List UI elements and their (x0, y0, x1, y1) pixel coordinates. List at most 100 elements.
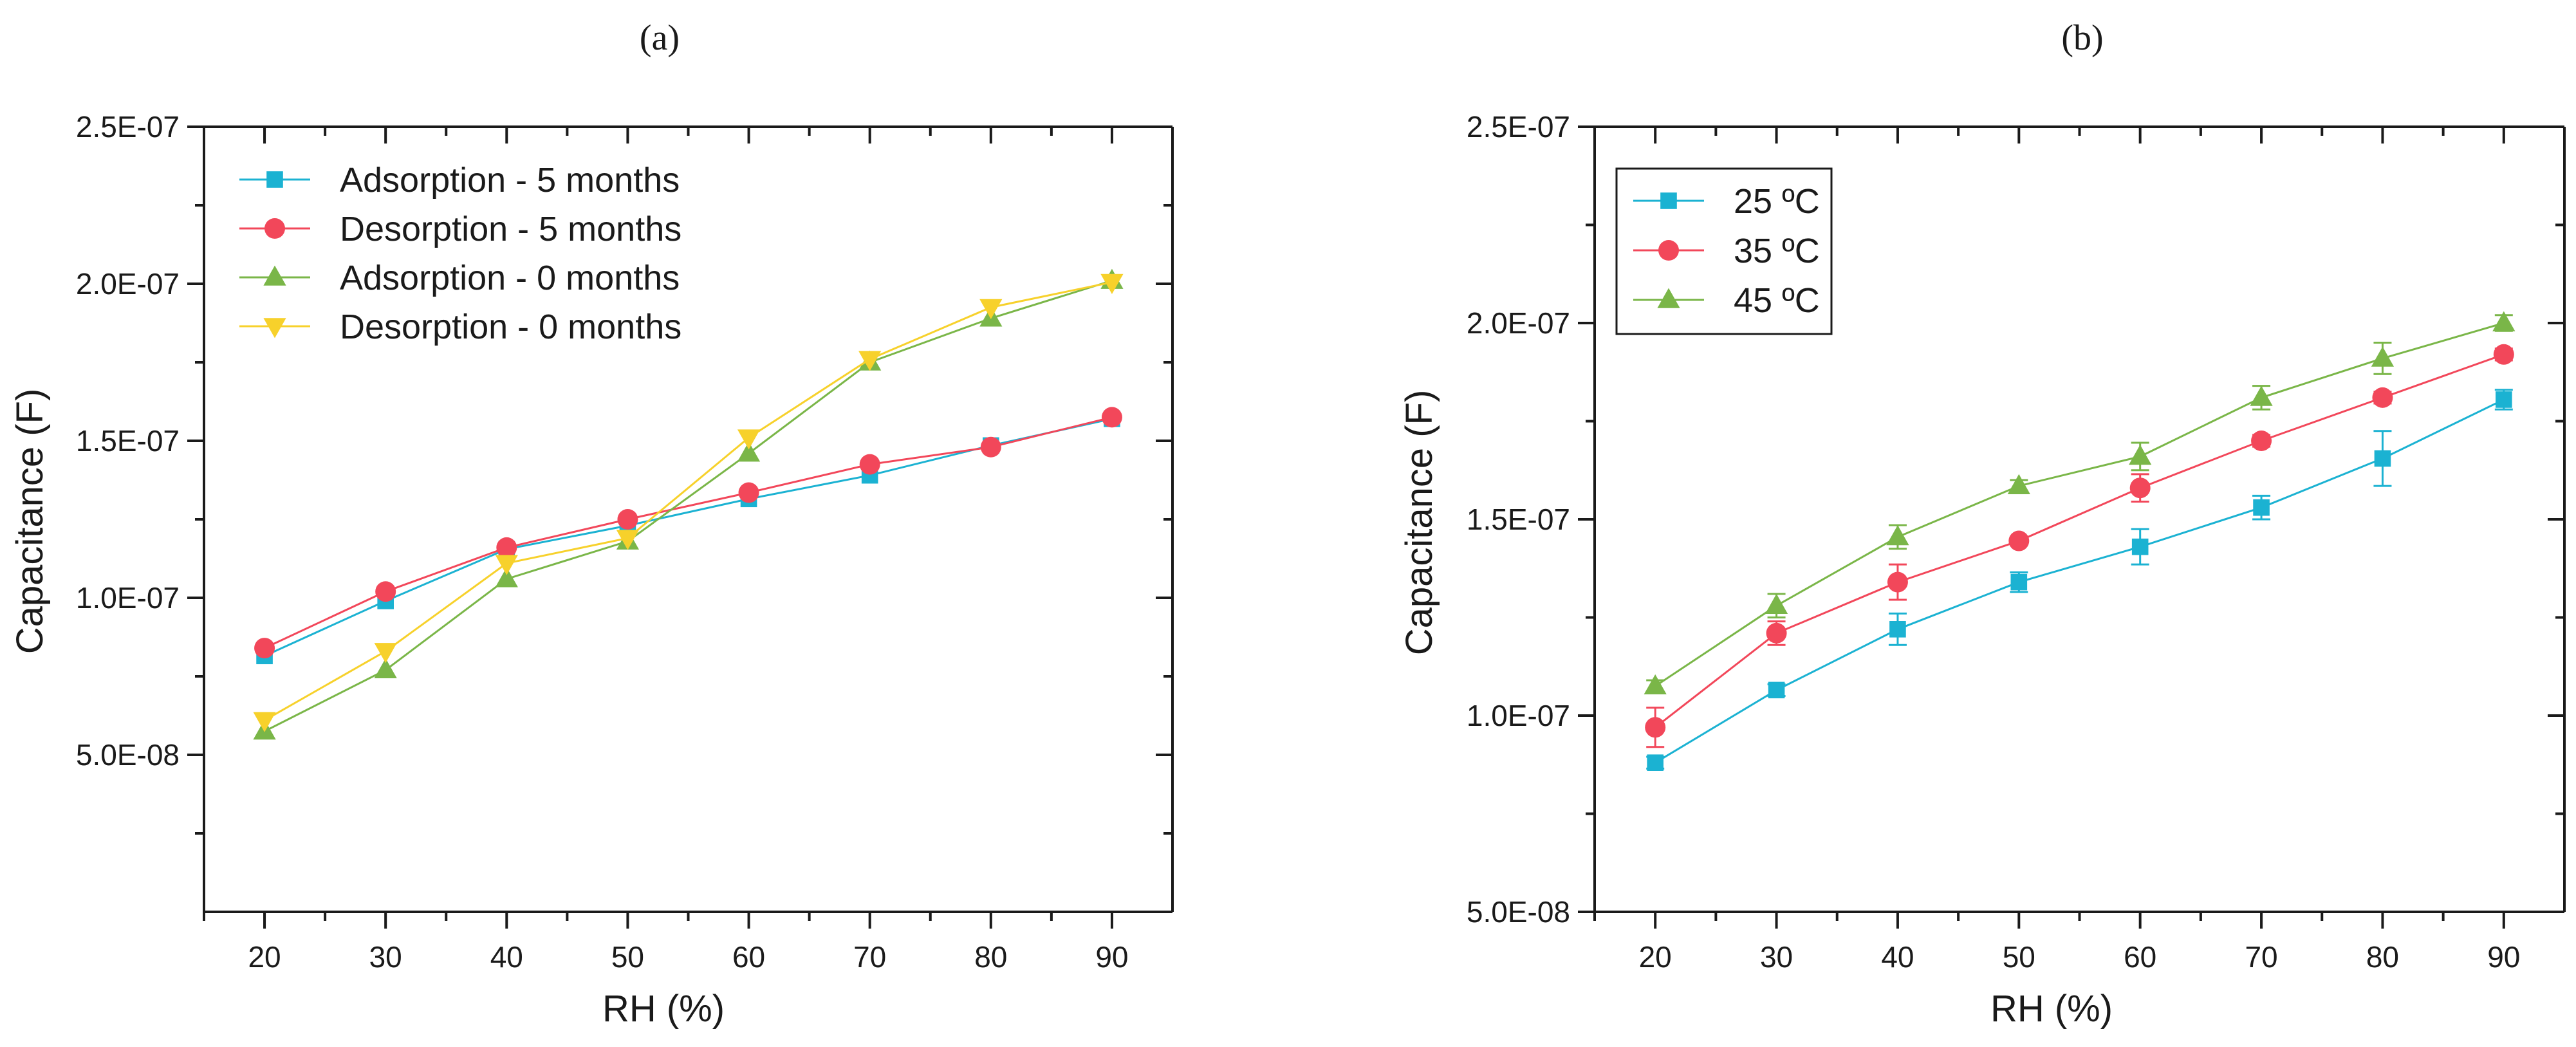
data-point (617, 509, 638, 530)
chart-panel-a: (a) 20 30 40 50 60 70 80 90 5.0E-08 1.0E-07 1.5E-0… (9, 18, 1174, 1030)
x-tick-label: 30 (1760, 940, 1793, 974)
data-point (1100, 273, 1124, 294)
x-tick-label: 80 (974, 940, 1007, 974)
y-tick-label: 2.0E-07 (76, 267, 180, 301)
panel-label-b: (b) (2061, 18, 2103, 58)
data-point (1644, 674, 1667, 695)
data-point (2492, 311, 2516, 331)
legend-marker (263, 318, 286, 338)
legend-label: 25 ºC (1734, 182, 1820, 221)
data-point (2250, 385, 2273, 406)
series-line (1654, 398, 2505, 764)
legend-item-4: Desorption - 0 months (239, 308, 681, 346)
data-point (496, 537, 517, 558)
data-point (616, 530, 640, 550)
data-point (2496, 391, 2512, 408)
data-point (495, 555, 518, 575)
data-point (2010, 573, 2028, 591)
data-point (2129, 477, 2151, 499)
data-point (374, 643, 397, 663)
x-tick-label: 40 (1881, 940, 1914, 974)
data-point (2374, 450, 2391, 467)
legend-item-2: Desorption - 5 months (239, 210, 681, 248)
x-tick-label: 60 (732, 940, 765, 974)
x-tick-label: 90 (2487, 940, 2520, 974)
series-line (1654, 353, 2505, 728)
x-tick-label: 30 (369, 940, 402, 974)
legend-marker (1657, 288, 1680, 308)
data-point (495, 567, 518, 588)
legend-item-3: 45 ºC (1633, 281, 1820, 320)
series-line (264, 281, 1113, 721)
series-layer-b (1644, 311, 2516, 771)
data-point (1887, 571, 1908, 593)
y-tick-label: 1.0E-07 (1467, 699, 1570, 732)
series-line (264, 416, 1113, 649)
data-point (737, 441, 761, 462)
y-tick-label: 2.5E-07 (76, 110, 180, 144)
data-point (2253, 499, 2270, 516)
legend-label: 45 ºC (1734, 281, 1820, 320)
panel-label-a: (a) (640, 18, 680, 58)
series-3 (1644, 311, 2516, 695)
legend-item-2: 35 ºC (1633, 232, 1820, 270)
data-point (737, 429, 761, 450)
x-axis-title-b: RH (%) (1990, 988, 2113, 1030)
x-tick-label: 70 (2245, 940, 2277, 974)
legend-marker (1658, 240, 1679, 261)
data-point (2131, 538, 2149, 555)
series-layer-a (253, 268, 1124, 740)
series-1 (1646, 389, 2513, 771)
y-tick-label: 5.0E-08 (76, 738, 180, 772)
legend-item-1: 25 ºC (1633, 182, 1820, 221)
x-tick-label: 20 (1639, 940, 1672, 974)
legend-label: Desorption - 5 months (340, 210, 681, 248)
y-tick-label: 2.0E-07 (1467, 306, 1570, 340)
x-tick-label: 20 (248, 940, 281, 974)
chart-panel-b: (b) 20 30 40 50 60 70 80 90 5.0E-08 1.0E-07 1.5E-0… (1398, 18, 2566, 1030)
data-point (980, 436, 1001, 458)
x-axis-title-a: RH (%) (602, 988, 725, 1030)
y-tick-label: 5.0E-08 (1467, 895, 1570, 929)
legend-label: Adsorption - 5 months (340, 161, 680, 199)
legend-label: 35 ºC (1734, 232, 1820, 270)
data-point (2493, 344, 2514, 365)
series-line (264, 279, 1113, 732)
y-tick-label: 1.5E-07 (76, 424, 180, 458)
x-tick-label: 80 (2366, 940, 2399, 974)
data-point (1889, 621, 1906, 638)
x-tick-label: 50 (611, 940, 644, 974)
x-tick-label: 70 (853, 940, 886, 974)
series-4 (253, 273, 1124, 732)
data-point (2008, 530, 2030, 551)
data-point (859, 454, 880, 475)
data-point (858, 351, 882, 371)
y-axis-title-a: Capacitance (F) (9, 389, 51, 654)
data-point (1765, 593, 1788, 614)
data-point (254, 638, 275, 659)
legend-marker (264, 218, 285, 239)
legend-item-3: Adsorption - 0 months (239, 259, 680, 297)
data-point (2251, 431, 2272, 451)
legend-marker (1660, 192, 1677, 209)
y-tick-label: 1.0E-07 (76, 581, 180, 615)
data-point (1886, 525, 1909, 546)
data-point (2129, 445, 2152, 465)
y-axis-title-b: Capacitance (F) (1398, 390, 1440, 656)
data-point (2371, 346, 2395, 367)
data-point (738, 482, 759, 503)
data-point (2007, 474, 2030, 494)
data-point (375, 581, 396, 602)
y-tick-label: 2.5E-07 (1467, 110, 1570, 144)
series-2 (254, 407, 1122, 659)
data-point (374, 658, 397, 679)
y-tick-label: 1.5E-07 (1467, 503, 1570, 536)
data-point (1647, 754, 1663, 771)
legend-label: Desorption - 0 months (340, 308, 681, 346)
series-line (1654, 322, 2505, 687)
x-tick-label: 40 (490, 940, 523, 974)
x-tick-label: 60 (2124, 940, 2156, 974)
axes-b: 20 30 40 50 60 70 80 90 5.0E-08 1.0E-07 1.5E-07 2.0… (1467, 110, 2566, 974)
data-point (1768, 681, 1785, 699)
